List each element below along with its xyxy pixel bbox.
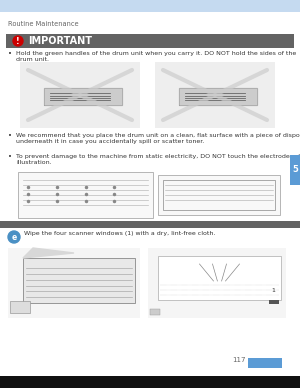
Text: IMPORTANT: IMPORTANT	[28, 36, 92, 46]
Text: •: •	[8, 154, 12, 160]
Polygon shape	[44, 88, 122, 105]
Bar	[148, 248, 286, 318]
Bar	[158, 256, 281, 300]
Bar	[158, 175, 280, 215]
Text: 1: 1	[271, 289, 275, 293]
Text: 5: 5	[292, 166, 298, 175]
Text: •: •	[8, 51, 12, 57]
Text: 117: 117	[232, 357, 246, 363]
Bar	[6, 34, 294, 48]
Bar	[0, 221, 300, 228]
Bar	[20, 62, 140, 128]
Text: Wipe the four scanner windows (1) with a dry, lint-free cloth.: Wipe the four scanner windows (1) with a…	[24, 231, 215, 236]
Bar	[0, 0, 300, 12]
Bar	[163, 180, 275, 210]
Bar	[23, 258, 135, 303]
Bar	[8, 248, 140, 318]
Circle shape	[13, 36, 23, 46]
Circle shape	[8, 231, 20, 243]
Bar	[0, 376, 300, 388]
Bar	[248, 358, 282, 368]
Bar	[269, 300, 279, 304]
Text: We recommend that you place the drum unit on a clean, flat surface with a piece : We recommend that you place the drum uni…	[16, 133, 300, 144]
Bar	[290, 155, 300, 185]
Bar	[10, 301, 30, 313]
Text: Hold the green handles of the drum unit when you carry it. DO NOT hold the sides: Hold the green handles of the drum unit …	[16, 51, 296, 62]
Polygon shape	[179, 88, 257, 105]
Text: e: e	[11, 232, 16, 241]
Text: !: !	[16, 36, 20, 45]
Text: •: •	[8, 133, 12, 139]
Bar	[155, 62, 275, 128]
Text: Routine Maintenance: Routine Maintenance	[8, 21, 79, 27]
Text: To prevent damage to the machine from static electricity, DO NOT touch the elect: To prevent damage to the machine from st…	[16, 154, 300, 165]
Bar	[18, 172, 153, 218]
Bar	[150, 309, 160, 315]
Polygon shape	[23, 248, 74, 258]
